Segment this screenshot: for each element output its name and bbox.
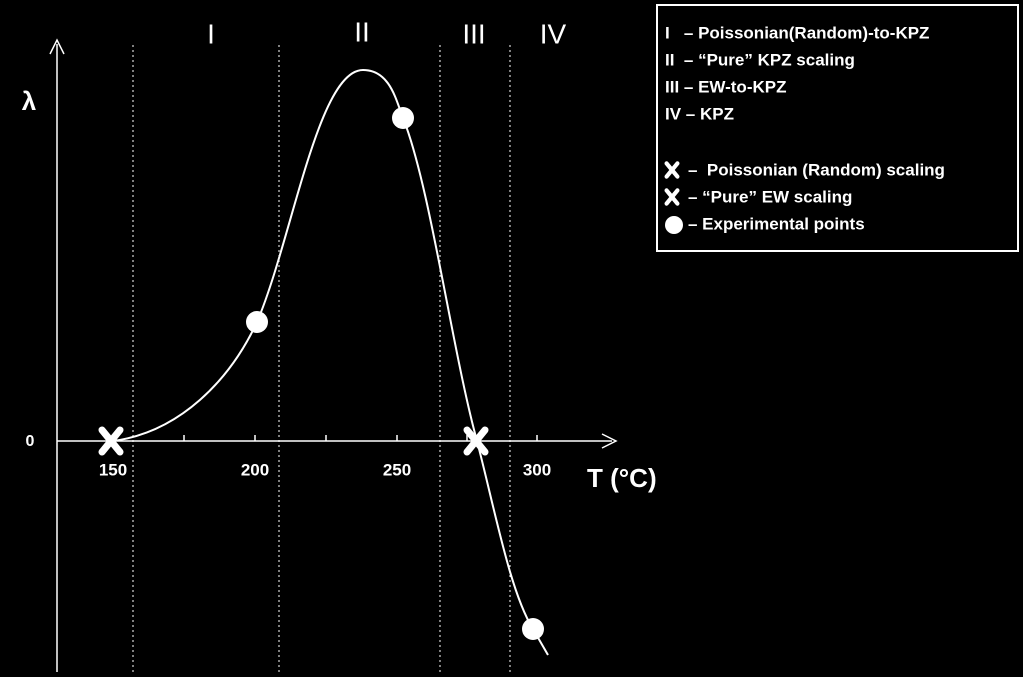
legend-circle-icon bbox=[665, 216, 683, 234]
experimental-point bbox=[392, 107, 414, 129]
legend-box bbox=[656, 4, 1019, 252]
y-tick-label: 0 bbox=[26, 433, 35, 450]
region-label: II bbox=[354, 16, 370, 47]
x-tick-label: 200 bbox=[241, 460, 269, 479]
legend-entry: II – “Pure” KPZ scaling bbox=[665, 50, 855, 69]
y-arrow bbox=[49, 38, 65, 55]
x-arrow bbox=[601, 433, 618, 449]
experimental-point bbox=[522, 618, 544, 640]
x-tick-label: 250 bbox=[383, 460, 411, 479]
legend-entry: III – EW-to-KPZ bbox=[665, 77, 786, 96]
legend-entry: – Poissonian (Random) scaling bbox=[688, 160, 945, 179]
x-tick-label: 150 bbox=[99, 460, 127, 479]
region-label: I bbox=[207, 18, 215, 49]
legend-cross-icon bbox=[667, 163, 678, 176]
legend-cross-icon bbox=[667, 190, 678, 203]
legend-entry: – Experimental points bbox=[688, 214, 865, 233]
lambda-curve bbox=[112, 68, 549, 656]
x-tick-label: 300 bbox=[523, 460, 551, 479]
legend-entry: IV – KPZ bbox=[665, 104, 734, 123]
experimental-point bbox=[246, 311, 268, 333]
region-label: III bbox=[462, 18, 485, 49]
y-axis-label: λ bbox=[22, 86, 37, 116]
x-axis-label: T (°C) bbox=[587, 463, 657, 493]
legend-entry: – “Pure” EW scaling bbox=[688, 187, 852, 206]
region-label: IV bbox=[540, 18, 567, 49]
legend-entry: I – Poissonian(Random)-to-KPZ bbox=[665, 23, 929, 42]
